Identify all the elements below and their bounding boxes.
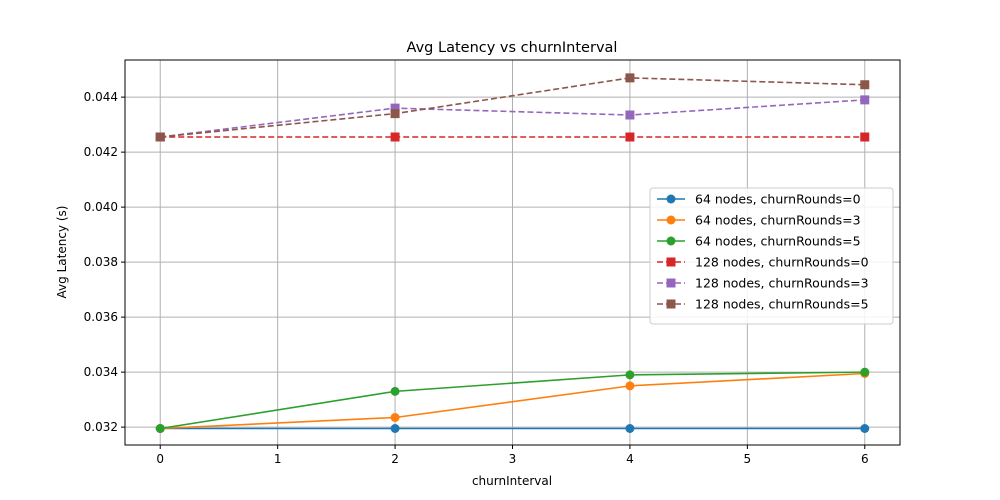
legend-item: 128 nodes, churnRounds=0 — [657, 255, 869, 270]
y-tick-label: 0.038 — [84, 255, 118, 269]
x-tick-label: 1 — [274, 452, 282, 466]
data-point — [860, 367, 870, 377]
legend-label: 128 nodes, churnRounds=3 — [695, 276, 869, 291]
legend-label: 128 nodes, churnRounds=0 — [695, 255, 869, 270]
data-point — [860, 132, 870, 142]
data-point — [625, 132, 635, 142]
legend-marker — [666, 194, 676, 204]
x-tick-label: 5 — [744, 452, 752, 466]
legend-item: 64 nodes, churnRounds=5 — [657, 234, 861, 249]
legend-item: 128 nodes, churnRounds=3 — [657, 276, 869, 291]
legend-label: 64 nodes, churnRounds=3 — [695, 213, 861, 228]
data-point — [390, 424, 400, 433]
legend-box — [649, 187, 894, 325]
chart-title: Avg Latency vs churnInterval — [407, 40, 618, 56]
x-axis-label: churnInterval — [472, 474, 552, 488]
data-point — [390, 132, 400, 142]
legend-marker — [666, 299, 676, 309]
legend-marker — [666, 257, 676, 267]
series-line — [160, 371, 865, 430]
legend-marker — [666, 278, 676, 288]
data-point — [390, 386, 400, 396]
series-6 — [155, 73, 870, 142]
y-tick-label: 0.036 — [84, 310, 118, 324]
data-point — [625, 381, 635, 391]
data-point — [625, 110, 635, 120]
legend-label: 64 nodes, churnRounds=5 — [695, 234, 861, 249]
plot-frame — [124, 59, 901, 446]
y-tick-label: 0.040 — [84, 200, 118, 214]
x-tick-label: 2 — [391, 452, 399, 466]
data-point — [860, 424, 870, 433]
data-point — [390, 103, 400, 113]
y-tick-label: 0.032 — [84, 420, 118, 434]
data-point — [860, 80, 870, 90]
legend-item: 128 nodes, churnRounds=5 — [657, 297, 869, 312]
legend-label: 64 nodes, churnRounds=0 — [695, 192, 861, 207]
y-tick-label: 0.044 — [84, 90, 118, 104]
legend-item: 64 nodes, churnRounds=0 — [657, 192, 861, 207]
x-tick-label: 3 — [509, 452, 517, 466]
x-tick-label: 6 — [861, 452, 869, 466]
legend: 64 nodes, churnRounds=0 64 nodes, churnRo… — [649, 187, 894, 325]
data-point — [390, 109, 400, 119]
data-point — [155, 132, 165, 142]
data-point — [625, 424, 635, 433]
y-tick-label: 0.034 — [84, 365, 118, 379]
y-tick-label: 0.042 — [84, 145, 118, 159]
series-line — [160, 372, 865, 430]
legend-marker — [666, 215, 676, 225]
legend-item: 64 nodes, churnRounds=3 — [657, 213, 861, 228]
data-point — [625, 73, 635, 83]
x-tick-label: 4 — [626, 452, 634, 466]
y-axis-label: Avg Latency (s) — [55, 206, 69, 299]
data-point — [155, 424, 165, 433]
data-point — [625, 370, 635, 380]
legend-marker — [666, 236, 676, 246]
x-axis-ticks: 0 1 2 3 4 5 6 — [156, 445, 869, 466]
y-axis-ticks: 0.032 0.034 0.036 0.038 0.040 0.042 0.044 — [84, 90, 125, 434]
series-layer — [155, 73, 870, 433]
series-line — [160, 77, 865, 138]
series-line — [160, 99, 865, 138]
data-point — [860, 95, 870, 105]
legend-label: 128 nodes, churnRounds=5 — [695, 297, 869, 312]
data-point — [390, 413, 400, 422]
x-tick-label: 0 — [156, 452, 164, 466]
series-3 — [155, 367, 870, 433]
